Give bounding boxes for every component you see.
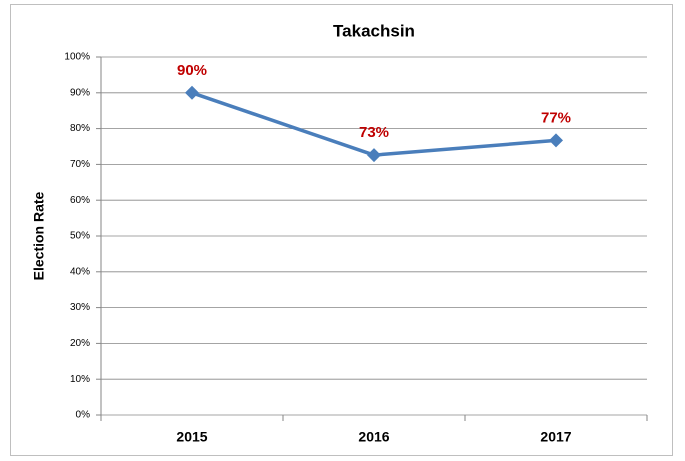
y-tick-label: 90% <box>70 87 90 98</box>
y-tick-label: 40% <box>70 266 90 277</box>
marker <box>185 85 199 100</box>
y-tick-label: 10% <box>70 374 90 385</box>
y-tick-label: 60% <box>70 195 90 206</box>
x-tick-label: 2015 <box>176 429 207 445</box>
y-tick-label: 0% <box>76 410 91 421</box>
marker <box>549 133 563 148</box>
y-tick-label: 80% <box>70 123 90 134</box>
y-tick-label: 30% <box>70 302 90 313</box>
y-axis-label: Election Rate <box>31 191 47 280</box>
marker <box>367 148 381 163</box>
data-label: 73% <box>359 124 389 141</box>
y-tick-label: 50% <box>70 231 90 242</box>
chart-title: Takachsin <box>333 21 415 40</box>
x-tick-label: 2016 <box>358 429 389 445</box>
y-tick-label: 70% <box>70 159 90 170</box>
data-label: 77% <box>541 109 571 126</box>
y-tick-label: 100% <box>64 52 90 63</box>
data-label: 90% <box>177 62 207 79</box>
chart-frame <box>10 4 673 456</box>
x-tick-label: 2017 <box>540 429 571 445</box>
y-tick-label: 20% <box>70 338 90 349</box>
